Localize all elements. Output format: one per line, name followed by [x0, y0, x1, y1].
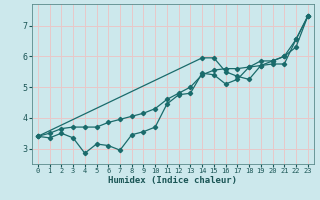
X-axis label: Humidex (Indice chaleur): Humidex (Indice chaleur) — [108, 176, 237, 185]
